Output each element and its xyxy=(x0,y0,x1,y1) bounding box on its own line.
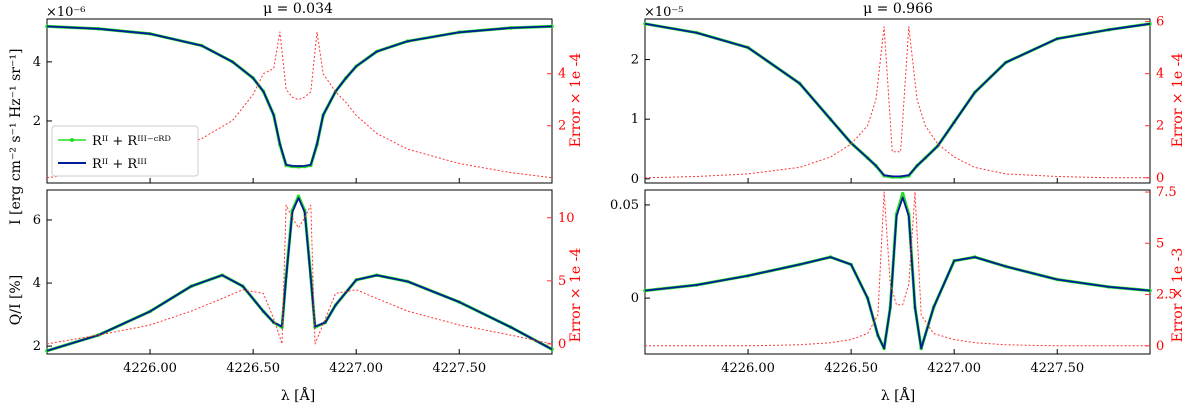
error-tick-label-1-2: 10 xyxy=(558,211,575,226)
error-line-2 xyxy=(644,26,1150,179)
error-tick-label-3-0: 0 xyxy=(1156,339,1164,354)
error-line-3 xyxy=(645,191,1150,347)
x-tick-label-1-0: 4226.00 xyxy=(123,361,177,376)
scale-label-left: ×10⁻⁶ xyxy=(46,5,86,20)
y-tick-label-2-0: 0 xyxy=(631,172,639,187)
panel-frame-2 xyxy=(644,18,1151,184)
error-tick-label-3-1: 2.5 xyxy=(1156,288,1177,303)
error-tick-label-3-3: 7.5 xyxy=(1156,185,1177,200)
series-full-line-1 xyxy=(46,196,553,352)
title-right: μ = 0.966 xyxy=(863,1,933,17)
ylabel-polarization: Q/I [%] xyxy=(8,275,24,325)
error-label-bottom-right: Error × 1e -3 xyxy=(1170,248,1186,343)
y-tick-label-1-0: 2 xyxy=(33,339,41,354)
y-tick-label-2-2: 2 xyxy=(631,53,639,68)
series-full-line-0 xyxy=(46,25,553,168)
x-tick-label-1-3: 4227.50 xyxy=(432,361,486,376)
y-tick-label-1-1: 4 xyxy=(33,276,41,291)
legend: Rᴵᴵ + Rᴵᴵᴵ⁻ᶜᴿᴰ Rᴵᴵ + Rᴵᴵᴵ xyxy=(51,125,199,177)
error-tick-label-2-0: 0 xyxy=(1156,171,1164,186)
y-tick-label-2-1: 1 xyxy=(631,112,639,127)
title-left: μ = 0.034 xyxy=(263,1,333,17)
x-tick-label-3-1: 4226.50 xyxy=(824,361,878,376)
error-tick-label-0-1: 4 xyxy=(558,67,566,82)
legend-marker-crd xyxy=(70,138,74,142)
series-crd-line-3 xyxy=(644,192,1151,350)
error-line-1 xyxy=(46,204,553,345)
error-tick-label-1-0: 0 xyxy=(558,337,566,352)
series-full-line-2 xyxy=(644,22,1151,178)
error-line-0 xyxy=(46,31,553,179)
legend-label-full: Rᴵᴵ + Rᴵᴵᴵ xyxy=(92,157,147,172)
xlabel-right: λ [Å] xyxy=(881,386,915,404)
ylabel-intensity: I [erg cm⁻² s⁻¹ Hz⁻¹ sr⁻¹] xyxy=(8,49,24,225)
series-crd-line-1 xyxy=(46,194,553,353)
legend-box xyxy=(51,125,199,177)
xlabel-left: λ [Å] xyxy=(281,386,315,404)
x-tick-label-1-2: 4227.00 xyxy=(329,361,383,376)
y-tick-label-3-0: 0 xyxy=(631,291,639,306)
x-tick-label-3-3: 4227.50 xyxy=(1030,361,1084,376)
legend-label-crd: Rᴵᴵ + Rᴵᴵᴵ⁻ᶜᴿᴰ xyxy=(92,134,171,149)
series-crd-line-2 xyxy=(644,22,1151,179)
x-tick-label-3-0: 4226.00 xyxy=(721,361,775,376)
series-full-line-3 xyxy=(644,196,1151,350)
panel-frame-3 xyxy=(644,189,1151,355)
series-crd-point-1-11 xyxy=(296,194,301,199)
panel-frame-0 xyxy=(46,18,553,184)
error-tick-label-2-1: 2 xyxy=(1156,119,1164,134)
error-tick-label-3-2: 5 xyxy=(1156,236,1164,251)
x-tick-label-1-1: 4226.50 xyxy=(226,361,280,376)
series-crd-point-3-11 xyxy=(900,191,905,196)
y-tick-label-1-2: 6 xyxy=(33,213,41,228)
y-tick-label-0-1: 4 xyxy=(33,55,41,70)
error-tick-label-2-2: 4 xyxy=(1156,67,1164,82)
scale-label-right: ×10⁻⁵ xyxy=(644,5,684,20)
error-tick-label-0-0: 2 xyxy=(558,119,566,134)
y-tick-label-3-1: 0.05 xyxy=(610,198,639,213)
panel-frame-1 xyxy=(46,189,553,355)
error-label-top-left: Error × 1e -4 xyxy=(568,53,584,148)
error-tick-label-1-1: 5 xyxy=(558,274,566,289)
x-tick-label-3-2: 4227.00 xyxy=(927,361,981,376)
error-label-bottom-left: Error × 1e -4 xyxy=(568,248,584,343)
y-tick-label-0-0: 2 xyxy=(33,114,41,129)
error-tick-label-2-3: 6 xyxy=(1156,15,1164,30)
error-label-top-right: Error × 1e -4 xyxy=(1170,53,1186,148)
